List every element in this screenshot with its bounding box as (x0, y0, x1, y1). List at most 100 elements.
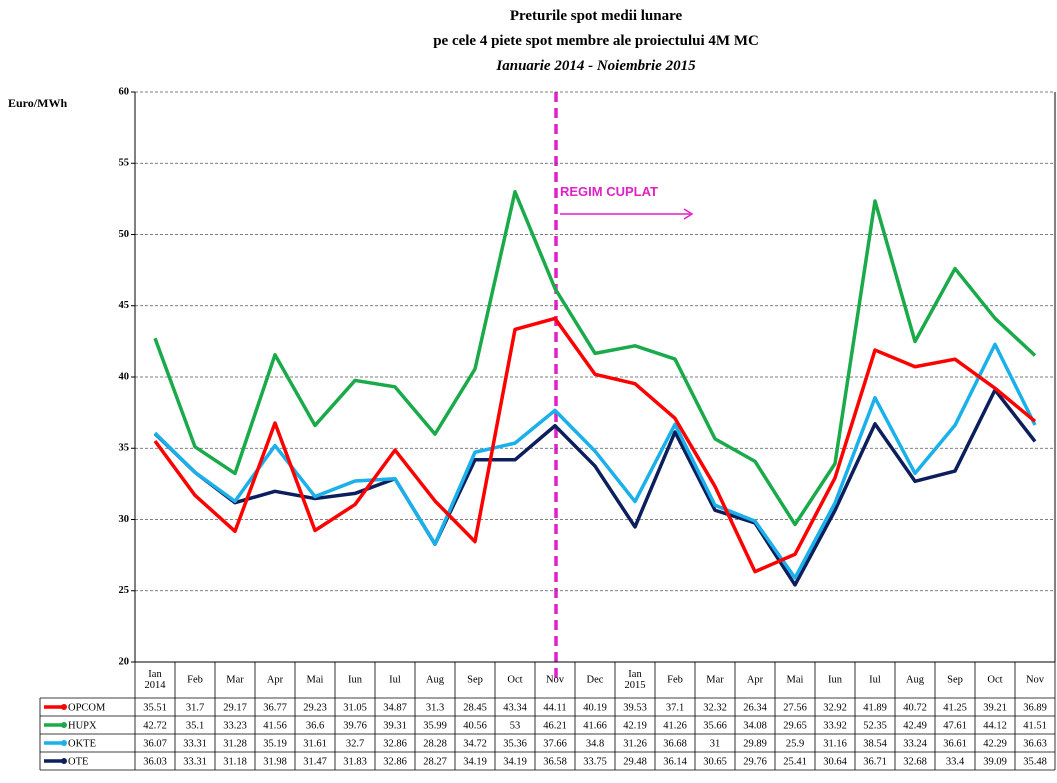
table-value: 32.32 (703, 702, 727, 713)
annotation: REGIM CUPLAT (560, 184, 658, 199)
x-tick-label: Ian 2015 (625, 669, 646, 691)
x-tick-label: Sep (947, 674, 963, 685)
table-value: 35.48 (1023, 756, 1047, 767)
table-value: 32.68 (903, 756, 927, 767)
table-value: 27.56 (783, 702, 807, 713)
table-value: 41.25 (943, 702, 967, 713)
table-value: 47.61 (943, 720, 967, 731)
table-value: 35.1 (186, 720, 204, 731)
legend-swatch-dot (61, 722, 67, 728)
table-value: 34.72 (463, 738, 487, 749)
table-value: 28.27 (423, 756, 447, 767)
x-tick-label: Apr (267, 674, 284, 685)
table-value: 32.86 (383, 756, 407, 767)
table-value: 36.03 (143, 756, 167, 767)
table-value: 40.72 (903, 702, 927, 713)
x-tick-label: Nov (1026, 674, 1045, 685)
table-value: 39.31 (383, 720, 407, 731)
table-value: 33.24 (903, 738, 927, 749)
table-value: 33.31 (183, 738, 207, 749)
x-tick-label: Nov (546, 674, 565, 685)
table-value: 41.26 (663, 720, 687, 731)
x-tick-label: Feb (187, 674, 203, 685)
y-tick-label: 35 (119, 443, 130, 454)
table-value: 36.77 (263, 702, 287, 713)
table-value: 31.05 (343, 702, 367, 713)
table-value: 40.19 (583, 702, 607, 713)
legend-label: OTE (68, 756, 88, 767)
x-tick-label: Aug (426, 674, 445, 685)
y-tick-label: 30 (119, 514, 130, 525)
table-value: 42.72 (143, 720, 167, 731)
table-value: 36.63 (1023, 738, 1047, 749)
y-tick-label: 45 (119, 300, 130, 311)
table-value: 29.17 (223, 702, 247, 713)
x-tick-label: Iul (389, 674, 401, 685)
y-tick-label: 50 (119, 229, 130, 240)
table-value: 52.35 (863, 720, 887, 731)
table-value: 36.89 (1023, 702, 1047, 713)
x-tick-label: Ian 2014 (145, 669, 167, 691)
series-line (153, 190, 1037, 527)
table-value: 33.92 (823, 720, 847, 731)
table-value: 36.61 (943, 738, 967, 749)
table-value: 31 (710, 738, 721, 749)
table-value: 31.28 (223, 738, 247, 749)
table-value: 31.26 (623, 738, 647, 749)
table-value: 35.99 (423, 720, 447, 731)
table-value: 31.61 (303, 738, 327, 749)
table-value: 29.89 (743, 738, 767, 749)
y-tick-label: 60 (119, 86, 130, 97)
x-tick-label: Iun (828, 674, 843, 685)
table-value: 42.19 (623, 720, 647, 731)
table-value: 32.7 (346, 738, 364, 749)
table-value: 33.23 (223, 720, 247, 731)
legend-swatch-dot (61, 704, 67, 710)
x-tick-label: Mai (307, 674, 324, 685)
table-value: 28.28 (423, 738, 447, 749)
table-value: 29.23 (303, 702, 327, 713)
chart-title: Preturile spot medii lunare (510, 8, 683, 24)
table-value: 31.47 (303, 756, 327, 767)
table-value: 44.11 (543, 702, 566, 713)
table-value: 36.07 (143, 738, 167, 749)
chart-subtitle: pe cele 4 piete spot membre ale proiectu… (433, 33, 759, 49)
table-value: 42.49 (903, 720, 927, 731)
y-tick-label: 55 (119, 158, 130, 169)
series-line (153, 342, 1037, 580)
x-tick-label: Mar (706, 674, 724, 685)
table-value: 25.41 (783, 756, 807, 767)
table-value: 26.34 (743, 702, 767, 713)
table-value: 34.08 (743, 720, 767, 731)
table-value: 35.51 (143, 702, 167, 713)
table-value: 53 (510, 720, 521, 731)
table-value: 34.8 (586, 738, 604, 749)
series-line (153, 388, 1037, 587)
table-value: 29.48 (623, 756, 647, 767)
table-value: 29.65 (783, 720, 807, 731)
legend-swatch-dot (61, 758, 67, 764)
table-value: 36.68 (663, 738, 687, 749)
table-value: 37.66 (543, 738, 567, 749)
table-value: 31.98 (263, 756, 287, 767)
table-value: 46.21 (543, 720, 567, 731)
table-value: 39.76 (343, 720, 367, 731)
table-value: 40.56 (463, 720, 487, 731)
table-value: 42.29 (983, 738, 1007, 749)
table-value: 35.19 (263, 738, 287, 749)
table-value: 39.09 (983, 756, 1007, 767)
x-tick-label: Mai (787, 674, 804, 685)
table-value: 35.66 (703, 720, 727, 731)
table-value: 33.75 (583, 756, 607, 767)
table-value: 36.6 (306, 720, 324, 731)
table-value: 41.66 (583, 720, 607, 731)
x-tick-label: Iun (348, 674, 363, 685)
x-tick-label: Dec (587, 674, 604, 685)
table-value: 33.4 (946, 756, 965, 767)
table-value: 38.54 (863, 738, 887, 749)
table-value: 31.3 (426, 702, 444, 713)
table-value: 41.51 (1023, 720, 1047, 731)
table-value: 39.53 (623, 702, 647, 713)
table-value: 32.92 (823, 702, 847, 713)
